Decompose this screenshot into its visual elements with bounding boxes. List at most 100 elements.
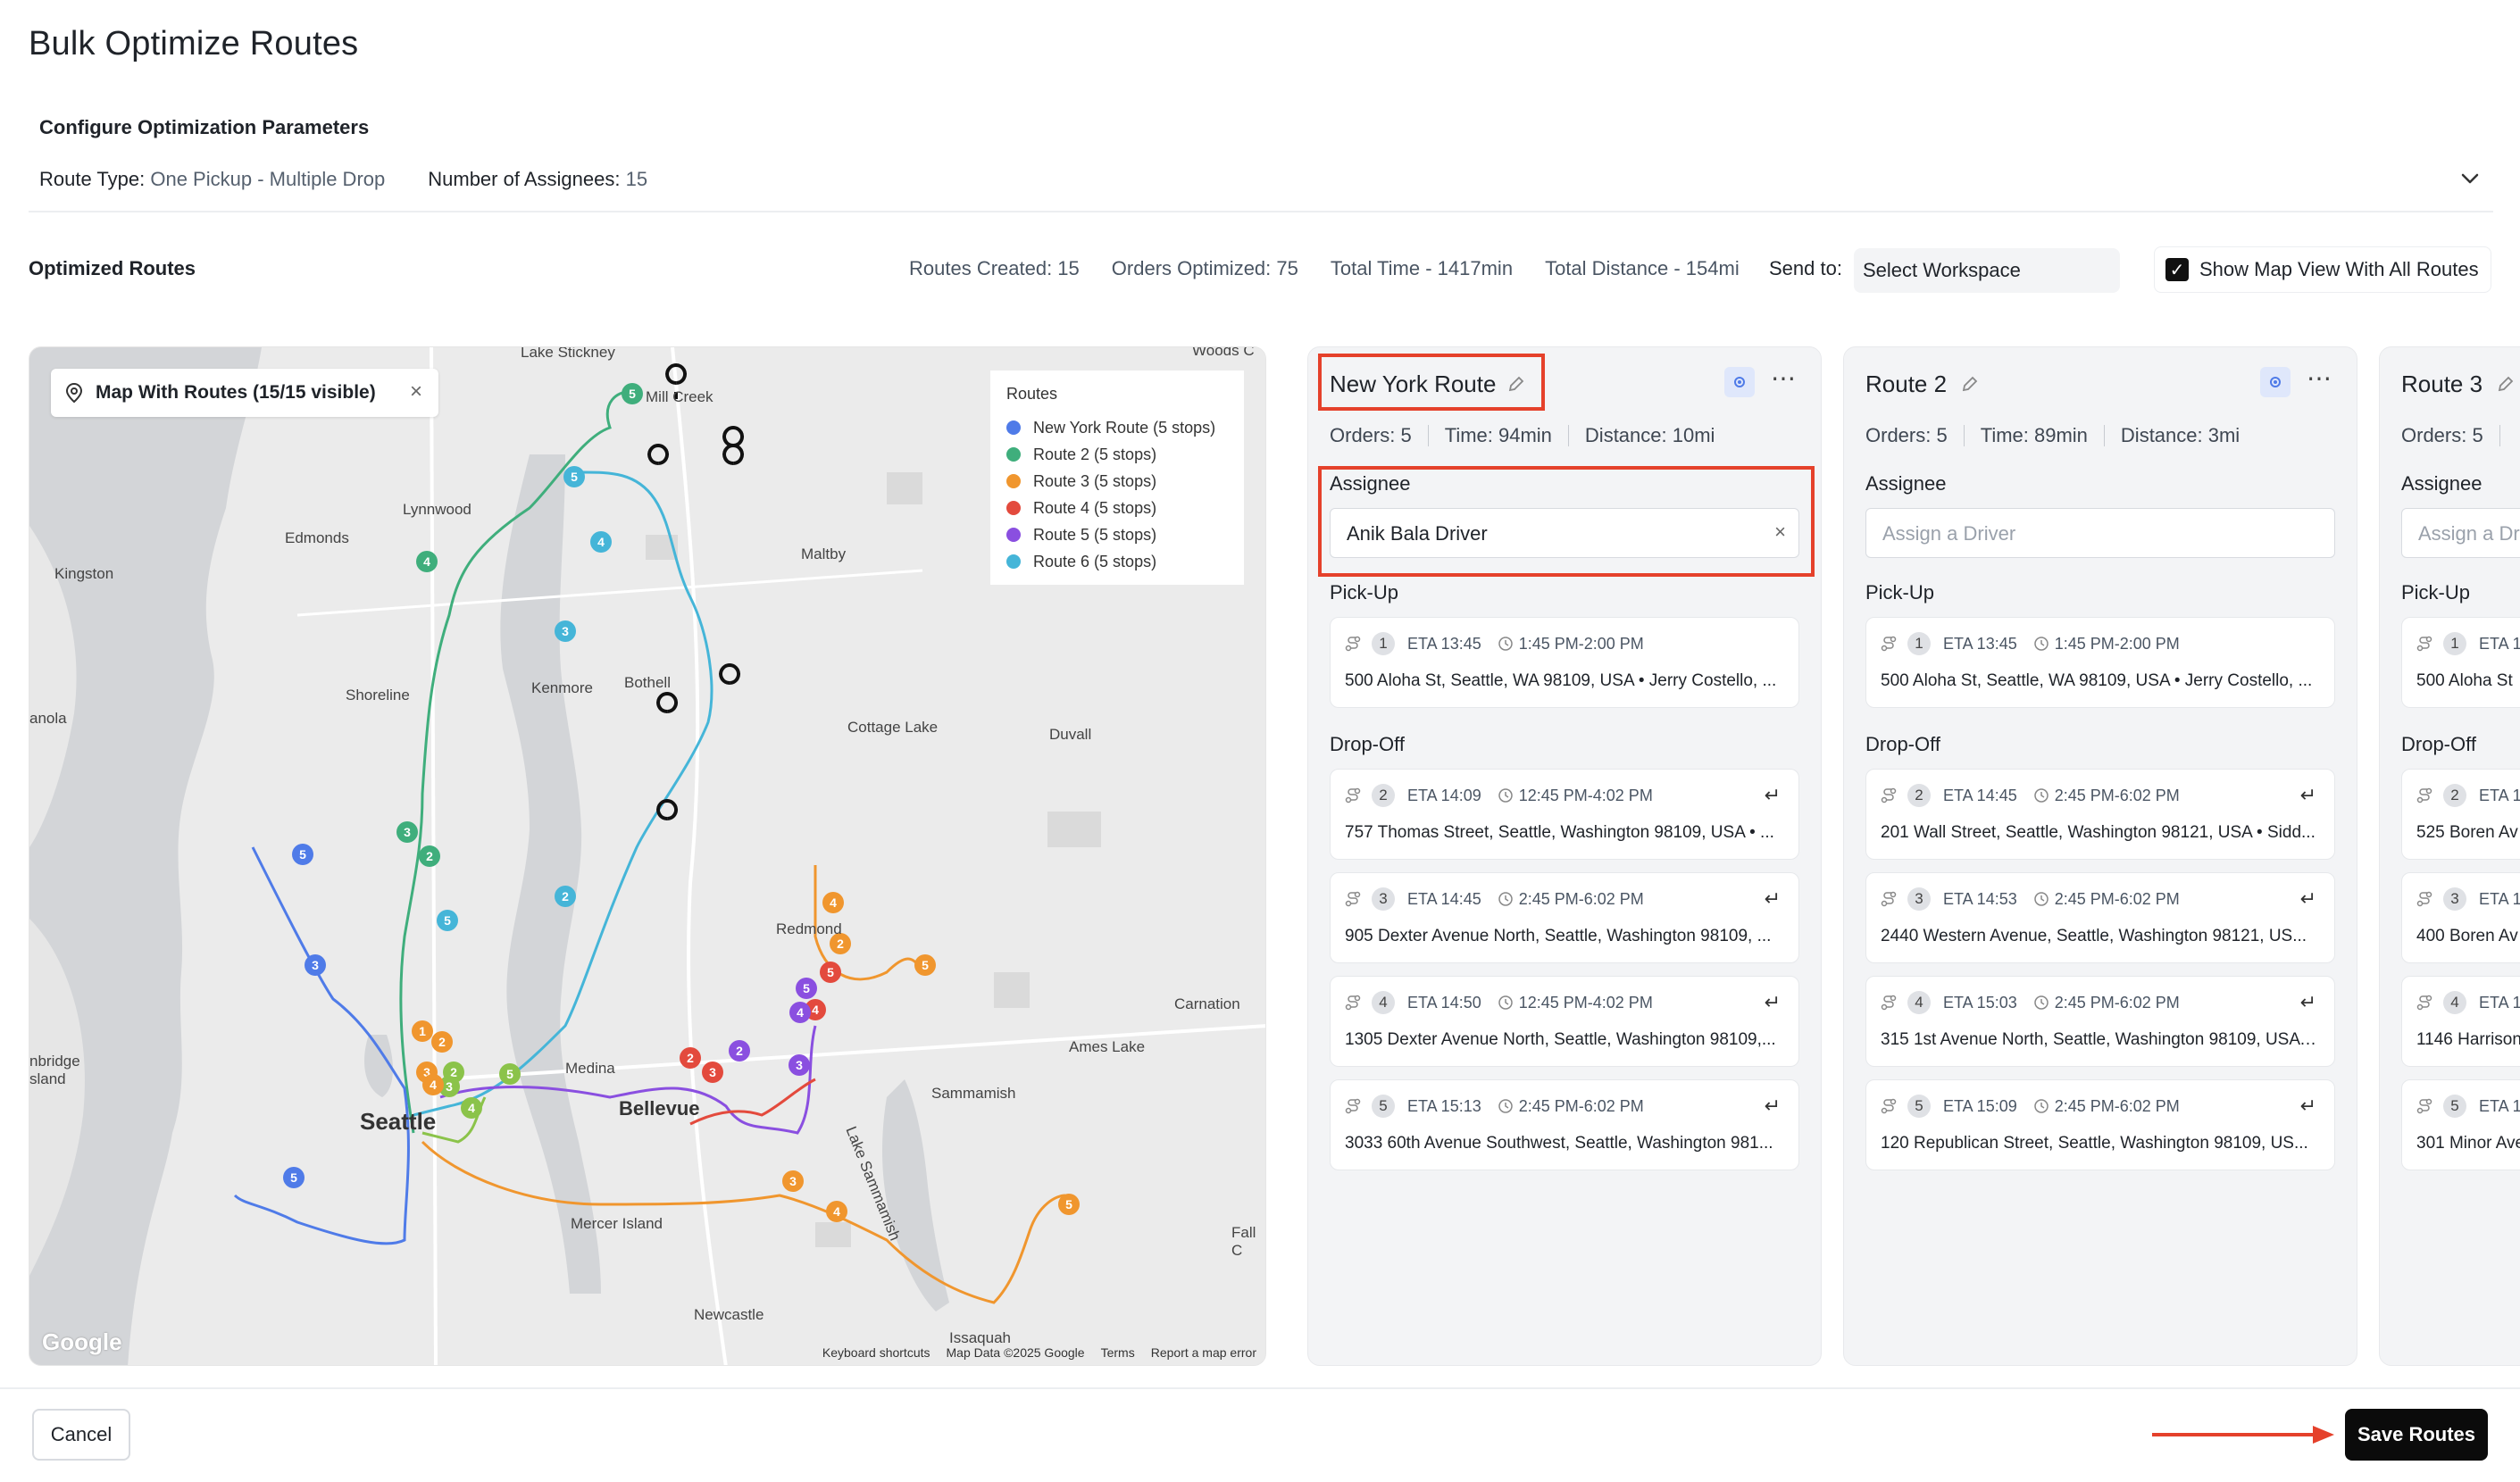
show-map-toggle[interactable]: ✓ Show Map View With All Routes (2154, 246, 2491, 293)
return-icon[interactable]: ↵ (1764, 887, 1781, 910)
chevron-down-icon[interactable] (2457, 166, 2482, 191)
stop-card[interactable]: 1 ETA 1 500 Aloha St (2401, 617, 2520, 708)
return-icon[interactable]: ↵ (2299, 887, 2316, 910)
stop-address: 905 Dexter Avenue North, Seattle, Washin… (1345, 927, 1772, 945)
keyboard-shortcuts-link[interactable]: Keyboard shortcuts (822, 1345, 930, 1360)
clear-icon[interactable]: × (1774, 520, 1786, 543)
orders-optimized: Orders Optimized: 75 (1111, 257, 1298, 279)
route-name: New York Route (1330, 370, 1497, 397)
stop-address: 1305 Dexter Avenue North, Seattle, Washi… (1345, 1030, 1776, 1049)
stop-window: 2:45 PM-6:02 PM (2054, 786, 2180, 804)
stop-address: 301 Minor Ave (2416, 1134, 2520, 1153)
stop-card[interactable]: 5 ETA 15:13 2:45 PM-6:02 PM ↵ 3033 60th Av… (1330, 1079, 1799, 1170)
more-options-icon[interactable]: ⋯ (2307, 364, 2332, 392)
stop-number: 2 (1907, 784, 1931, 807)
route-path-icon (2416, 1098, 2432, 1114)
legend-dot (1006, 447, 1021, 462)
svg-text:3: 3 (312, 958, 319, 972)
svg-text:2: 2 (562, 889, 569, 903)
stop-card[interactable]: 5 ETA 15:09 2:45 PM-6:02 PM ↵ 120 Republic… (1865, 1079, 2335, 1170)
stop-card[interactable]: 4 ETA 15:03 2:45 PM-6:02 PM ↵ 315 1st Aven… (1865, 976, 2335, 1067)
svg-text:5: 5 (803, 981, 810, 995)
close-icon[interactable]: × (409, 379, 422, 404)
pickup-label: Pick-Up (2401, 581, 2471, 604)
assignee-input[interactable]: Assign a Driver (1865, 508, 2335, 558)
assignee-input[interactable]: Anik Bala Driver × (1330, 508, 1799, 558)
route-path-icon (2416, 787, 2432, 803)
place-label: Ames Lake (1069, 1038, 1146, 1055)
stop-number: 4 (2443, 991, 2466, 1014)
return-icon[interactable]: ↵ (2299, 1095, 2316, 1117)
clock-icon (2033, 788, 2049, 803)
assignee-input[interactable]: Assign a Dr (2401, 508, 2520, 558)
stop-card[interactable]: 2 ETA 1 525 Boren Av (2401, 769, 2520, 860)
assignee-count: Number of Assignees: 15 (428, 168, 647, 191)
return-icon[interactable]: ↵ (1764, 991, 1781, 1013)
route-distance: Distance: 10mi (1584, 424, 1715, 446)
edit-icon[interactable] (2496, 374, 2516, 394)
stop-card[interactable]: 4 ETA 1 1146 Harrison (2401, 976, 2520, 1067)
svg-text:5: 5 (629, 387, 636, 401)
stop-address: 500 Aloha St, Seattle, WA 98109, USA • J… (1881, 671, 2313, 690)
legend-item[interactable]: Route 3 (5 stops) (1006, 468, 1228, 495)
stop-card[interactable]: 1 ETA 13:45 1:45 PM-2:00 PM 500 Aloha St, … (1865, 617, 2335, 708)
svg-text:4: 4 (812, 1003, 819, 1017)
stop-window: 1:45 PM-2:00 PM (1518, 634, 1644, 653)
footer-divider (0, 1387, 2520, 1389)
route-meta: Orders: 5 (2401, 424, 2516, 447)
legend-item[interactable]: Route 4 (5 stops) (1006, 495, 1228, 521)
locate-icon[interactable] (2260, 367, 2291, 397)
legend-label: New York Route (5 stops) (1033, 418, 1216, 437)
svg-text:4: 4 (423, 554, 430, 569)
route-path-icon (2416, 636, 2432, 652)
svg-text:5: 5 (1065, 1197, 1072, 1211)
stop-number: 5 (1907, 1095, 1931, 1118)
stop-eta: ETA 15:03 (1943, 993, 2017, 1012)
stop-address: 525 Boren Av (2416, 823, 2518, 842)
stop-card[interactable]: 2 ETA 14:09 12:45 PM-4:02 PM ↵ 757 Thomas … (1330, 769, 1799, 860)
stop-card[interactable]: 1 ETA 13:45 1:45 PM-2:00 PM 500 Aloha St, … (1330, 617, 1799, 708)
legend-item[interactable]: New York Route (5 stops) (1006, 414, 1228, 441)
optimized-routes-title: Optimized Routes (29, 257, 196, 279)
place-label: Lake Stickney (521, 346, 615, 361)
edit-icon[interactable] (1506, 374, 1526, 394)
terms-link[interactable]: Terms (1100, 1345, 1135, 1360)
stop-number: 5 (1372, 1095, 1395, 1118)
checkbox-checked-icon[interactable]: ✓ (2165, 258, 2189, 281)
return-icon[interactable]: ↵ (2299, 991, 2316, 1013)
stop-card[interactable]: 5 ETA 1 301 Minor Ave (2401, 1079, 2520, 1170)
place-label: Maltby (801, 545, 847, 562)
stop-card[interactable]: 3 ETA 14:45 2:45 PM-6:02 PM ↵ 905 Dexter A… (1330, 872, 1799, 963)
svg-text:3: 3 (709, 1065, 716, 1079)
legend-label: Route 2 (5 stops) (1033, 445, 1157, 463)
place-label: Newcastle (694, 1306, 764, 1323)
legend-item[interactable]: Route 6 (5 stops) (1006, 548, 1228, 575)
svg-text:5: 5 (571, 470, 578, 484)
workspace-select[interactable]: Select Workspace (1854, 248, 2120, 293)
edit-icon[interactable] (1960, 374, 1980, 394)
svg-text:5: 5 (444, 913, 451, 928)
stop-card[interactable]: 4 ETA 14:50 12:45 PM-4:02 PM ↵ 1305 Dexter… (1330, 976, 1799, 1067)
legend-item[interactable]: Route 2 (5 stops) (1006, 441, 1228, 468)
stop-address: 757 Thomas Street, Seattle, Washington 9… (1345, 823, 1774, 842)
return-icon[interactable]: ↵ (1764, 1095, 1781, 1117)
legend-item[interactable]: Route 5 (5 stops) (1006, 521, 1228, 548)
stop-card[interactable]: 2 ETA 14:45 2:45 PM-6:02 PM ↵ 201 Wall Str… (1865, 769, 2335, 860)
locate-icon[interactable] (1724, 367, 1755, 397)
stop-card[interactable]: 3 ETA 1 400 Boren Av (2401, 872, 2520, 963)
config-title: Configure Optimization Parameters (39, 116, 370, 138)
cancel-button[interactable]: Cancel (32, 1409, 130, 1461)
routes-map[interactable]: 5 5 4 4 3 3 2 2 5 5 3 4 2 5 5 5 4 4 2 3 (29, 346, 1266, 1366)
route-path-icon (2416, 995, 2432, 1011)
route-path-icon (1881, 787, 1897, 803)
route-orders: Orders: 5 (1330, 424, 1412, 446)
report-error-link[interactable]: Report a map error (1150, 1345, 1256, 1360)
return-icon[interactable]: ↵ (2299, 784, 2316, 806)
save-routes-button[interactable]: Save Routes (2345, 1409, 2488, 1461)
stop-card[interactable]: 3 ETA 14:53 2:45 PM-6:02 PM ↵ 2440 Western… (1865, 872, 2335, 963)
return-icon[interactable]: ↵ (1764, 784, 1781, 806)
route-orders: Orders: 5 (1865, 424, 1948, 446)
stop-eta: ETA 1 (2479, 993, 2520, 1012)
more-options-icon[interactable]: ⋯ (1771, 364, 1796, 392)
legend-label: Route 5 (5 stops) (1033, 525, 1157, 544)
